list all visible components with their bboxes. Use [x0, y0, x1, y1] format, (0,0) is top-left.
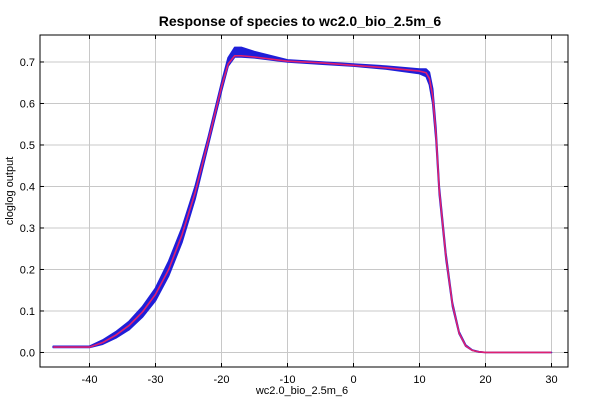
grid-layer	[40, 35, 568, 367]
y-axis-label: cloglog output	[4, 157, 16, 226]
x-tick-label: 10	[413, 374, 425, 386]
y-tick-label: 0.4	[20, 181, 35, 193]
y-tick-label: 0.7	[20, 57, 35, 69]
y-tick-label: 0.1	[20, 306, 35, 318]
y-tick-label: 0.5	[20, 140, 35, 152]
axes-layer	[39, 34, 569, 368]
band-layer	[52, 46, 553, 354]
line-layer	[53, 54, 552, 354]
x-tick-label: -20	[214, 374, 230, 386]
y-tick-label: 0.6	[20, 98, 35, 110]
x-axis-label: wc2.0_bio_2.5m_6	[255, 385, 348, 397]
chart-title: Response of species to wc2.0_bio_2.5m_6	[159, 13, 442, 29]
y-tick-label: 0.0	[20, 347, 35, 359]
y-tick-label: 0.2	[20, 264, 35, 276]
uncertainty-band	[52, 46, 553, 354]
y-tick-label: 0.3	[20, 223, 35, 235]
x-tick-label: 30	[545, 374, 557, 386]
plot-frame	[39, 34, 569, 368]
x-tick-label: -40	[82, 374, 98, 386]
x-tick-label: -30	[148, 374, 164, 386]
x-tick-label: -10	[280, 374, 296, 386]
x-tick-label: 0	[350, 374, 356, 386]
mean-response-line	[53, 54, 552, 354]
tick-layer: -40 -30 -20 -10 0 10 20 30 0.0 0.1 0.2 0.3 0.4 0.5 0.6…	[20, 35, 568, 386]
x-tick-label: 20	[479, 374, 491, 386]
